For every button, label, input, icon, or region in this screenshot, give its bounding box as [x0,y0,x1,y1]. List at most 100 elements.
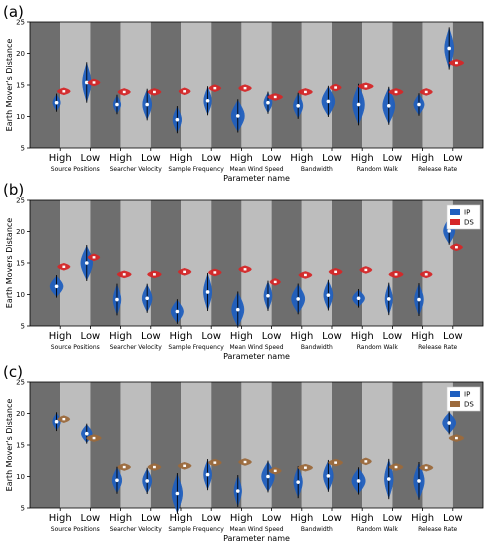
x-tick-label: Low [322,331,342,342]
median-point [417,479,421,483]
legend-swatch [450,219,460,225]
median-point [296,297,300,301]
median-point [205,290,210,294]
x-tick-label: High [290,331,313,342]
background-band [30,382,61,508]
median-point [175,309,180,314]
y-tick-label: 10 [16,291,25,299]
x-tick-label: Low [201,153,221,164]
background-band [120,22,151,148]
median-point [122,273,126,276]
y-tick-label: 5 [21,505,25,513]
y-tick-label: 15 [16,260,25,268]
category-label: Release Rate [418,344,457,351]
x-tick-label: Low [322,153,342,164]
y-tick-label: 20 [16,228,25,236]
median-point [356,479,361,483]
median-point [213,461,217,464]
median-point [447,46,451,51]
median-point [235,114,240,118]
median-point [235,489,240,493]
median-point [62,417,66,421]
category-label: Sample Frequency [168,344,224,351]
median-point [145,296,149,301]
median-point [304,466,307,469]
median-point [364,268,368,272]
x-tick-label: High [411,153,434,164]
median-point [394,465,398,469]
median-point [84,80,89,85]
median-point [455,61,458,65]
legend-label: DS [464,219,474,227]
median-point [153,273,156,276]
x-tick-label: High [351,153,374,164]
median-point [447,229,451,233]
median-point [386,103,391,108]
x-tick-label: High [109,153,132,164]
median-point [84,261,89,265]
category-label: Sample Frequency [168,526,224,533]
legend-swatch [450,391,460,397]
median-point [243,268,247,271]
median-point [183,270,187,274]
category-label: Bandwidth [301,166,333,173]
x-tick-label: Low [201,331,221,342]
y-tick-label: 15 [16,82,25,90]
median-point [356,102,361,107]
x-tick-label: High [170,153,193,164]
x-axis-label: Parameter name [223,534,290,543]
median-point [364,85,368,88]
median-point [296,103,300,108]
median-point [115,297,119,302]
median-point [273,280,277,284]
y-tick-label: 25 [16,19,25,27]
legend-label: IP [464,209,470,217]
median-point [424,466,428,469]
x-tick-label: Low [383,153,403,164]
chart-panel-1: 5 10 15 20 25 Earth Mover's Distance (a) High Lo… [3,3,484,183]
median-point [183,464,187,467]
category-label: Mean Wind Speed [229,344,283,351]
background-band [332,200,363,326]
median-point [54,284,59,289]
median-point [266,100,270,105]
y-tick-label: 25 [16,379,25,387]
x-tick-label: High [49,153,72,164]
category-label: Random Walk [357,344,399,351]
category-label: Bandwidth [301,526,333,533]
category-label: Random Walk [357,526,399,533]
chart-panel-3: 5 10 15 20 25 Earth Mover's Distance (c) High Lo… [3,363,484,543]
x-tick-label: Low [383,331,403,342]
x-tick-label: Low [262,331,282,342]
x-tick-label: High [170,331,193,342]
median-point [122,465,126,469]
legend-label: DS [464,401,474,409]
category-label: Release Rate [418,166,457,173]
x-tick-label: Low [443,513,463,524]
median-point [394,273,398,276]
x-tick-label: High [411,513,434,524]
category-label: Bandwidth [301,344,333,351]
median-point [266,474,270,479]
median-point [417,297,421,302]
category-label: Searcher Velocity [110,344,163,351]
median-point [455,436,458,440]
median-point [386,477,391,481]
x-tick-label: High [109,513,132,524]
median-point [417,102,421,107]
median-point [84,431,89,436]
median-point [266,293,270,298]
x-tick-label: High [411,331,434,342]
background-band [181,382,212,508]
chart-panel-2: 5 10 15 20 25 Earth Movers Distance (b) High Low… [3,181,484,361]
background-band [60,382,91,508]
category-label: Sample Frequency [168,166,224,173]
y-tick-label: 10 [16,113,25,121]
median-point [115,478,119,483]
median-point [424,273,428,276]
category-label: Release Rate [418,526,457,533]
median-point [175,117,180,122]
legend-swatch [450,401,460,407]
median-point [304,273,307,277]
